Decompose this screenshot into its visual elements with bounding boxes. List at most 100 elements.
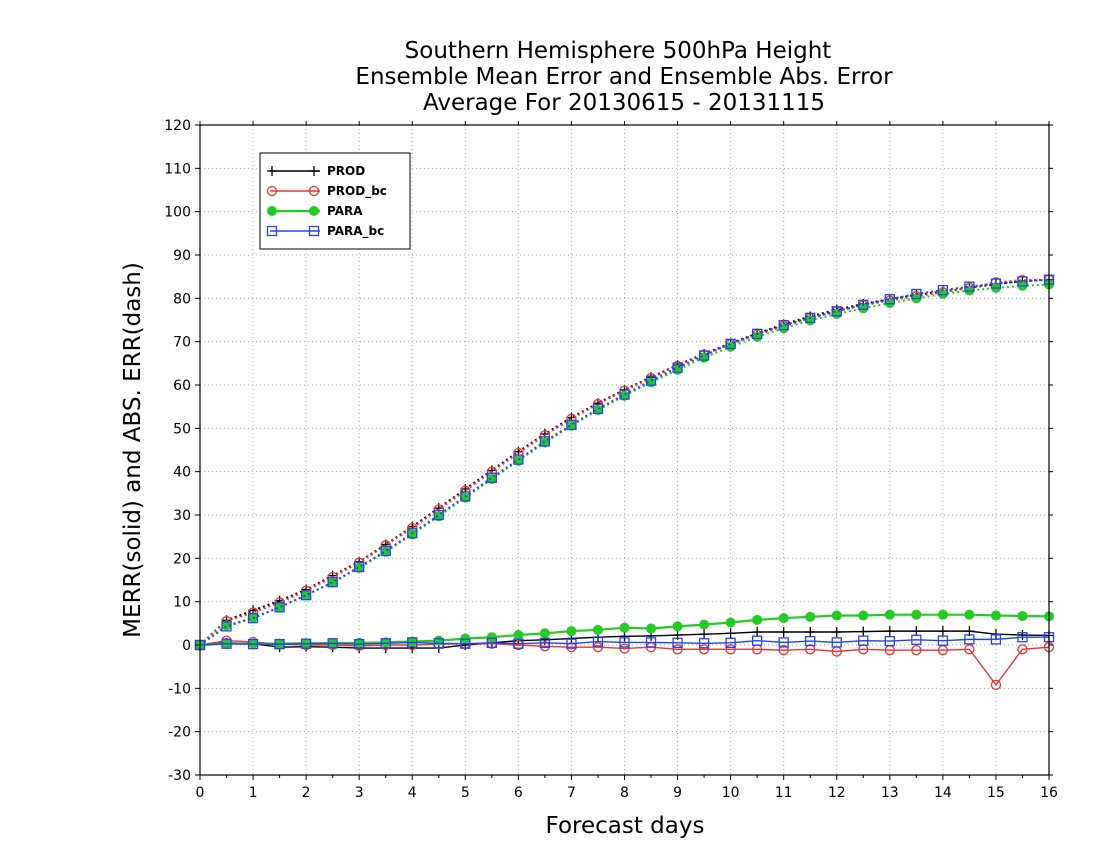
y-tick-label: 20 [173, 551, 191, 567]
series-para-bc-merr [194, 632, 1055, 651]
abs-err-point [858, 299, 869, 310]
merr-point [884, 626, 895, 637]
merr-point [752, 635, 763, 646]
merr-point [858, 610, 869, 621]
title-line-1: Southern Hemisphere 500hPa Height [405, 38, 832, 64]
merr-point [858, 626, 869, 637]
x-tick-label: 7 [567, 785, 576, 801]
abs-err-point [990, 278, 1002, 289]
merr-point [460, 638, 471, 649]
merr-point [778, 627, 789, 637]
merr-point [964, 634, 975, 645]
merr-point [937, 635, 949, 646]
merr-point [778, 637, 789, 648]
abs-err-line [199, 278, 1050, 646]
merr-point [699, 629, 710, 640]
merr-point [592, 636, 604, 647]
merr-point [566, 626, 577, 637]
y-tick-label: 70 [173, 335, 191, 351]
merr-line [199, 636, 1049, 646]
series-para-merr [195, 609, 1054, 650]
x-tick-label: 2 [302, 785, 311, 801]
abs-err-point [486, 472, 497, 483]
merr-point [433, 638, 444, 649]
merr-point [831, 610, 842, 621]
abs-err-point [327, 577, 338, 588]
merr-point [247, 638, 259, 650]
merr-point [911, 609, 922, 620]
x-tick-label: 6 [514, 785, 523, 801]
legend-marker-end [308, 225, 320, 237]
y-axis-label: MERR(solid) and ABS. ERR(dash) [120, 262, 146, 638]
merr-point [805, 611, 816, 622]
merr-point [699, 619, 710, 630]
abs-err-point [1017, 276, 1028, 287]
merr-point [725, 644, 736, 655]
legend-label: PROD [327, 164, 365, 178]
series-para-abs-err [195, 279, 1054, 650]
y-tick-label: -30 [168, 768, 191, 784]
x-tick-label: 10 [722, 785, 740, 801]
x-tick-label: 11 [775, 785, 793, 801]
merr-point [513, 638, 524, 649]
abs-err-point [964, 281, 975, 292]
abs-err-point [274, 602, 285, 613]
merr-point [619, 637, 630, 648]
abs-err-point [752, 328, 763, 340]
merr-point [990, 679, 1002, 691]
merr-point [990, 634, 1002, 645]
abs-err-point [592, 403, 604, 414]
title-line-2: Ensemble Mean Error and Ensemble Abs. Er… [355, 64, 893, 90]
abs-err-point [831, 306, 842, 317]
plot-series [194, 274, 1055, 691]
merr-point [858, 635, 869, 646]
x-tick-label: 0 [196, 785, 205, 801]
y-tick-label: 60 [173, 378, 191, 394]
y-tick-label: 110 [164, 161, 191, 177]
x-tick-label: 3 [355, 785, 364, 801]
merr-point [460, 633, 471, 644]
merr-point [964, 644, 975, 655]
y-tick-label: 50 [173, 421, 191, 437]
merr-point [778, 613, 789, 624]
merr-point [698, 644, 710, 655]
merr-point [274, 638, 285, 650]
x-tick-label: 13 [881, 785, 899, 801]
x-tick-label: 9 [673, 785, 682, 801]
merr-point [300, 638, 312, 649]
legend-item-para: PARA [267, 204, 363, 218]
abs-err-point [247, 612, 259, 624]
merr-point [884, 635, 895, 647]
merr-point [672, 637, 683, 648]
abs-err-point [645, 375, 657, 386]
legend-label: PARA [327, 204, 363, 218]
merr-point [831, 627, 842, 637]
merr-point [1017, 630, 1028, 641]
x-tick-label: 1 [249, 785, 258, 801]
y-tick-label: 100 [164, 205, 191, 221]
abs-err-point [725, 338, 736, 349]
merr-point [380, 638, 391, 649]
legend-marker-start [267, 206, 277, 216]
x-tick-label: 5 [461, 785, 470, 801]
legend-label: PROD_bc [327, 184, 387, 199]
abs-err-point [513, 454, 524, 465]
abs-err-point [672, 362, 683, 373]
x-tick-label: 16 [1040, 785, 1058, 801]
axis-ticks: 0 1 2 3 4 5 6 7 8 9 10 11 12 13 14 15 16-30-20-100102030… [164, 118, 1058, 801]
merr-point [592, 642, 604, 653]
merr-point [619, 643, 630, 654]
merr-point [486, 632, 497, 643]
merr-point [486, 637, 497, 648]
abs-err-point [407, 528, 418, 539]
legend: PROD PROD_bc PARA PARA_bc [259, 152, 411, 250]
merr-point [725, 637, 736, 648]
y-tick-label: 0 [182, 638, 191, 654]
merr-point [539, 637, 551, 648]
merr-point [884, 609, 895, 620]
merr-point [672, 621, 683, 632]
merr-point [592, 624, 603, 635]
merr-point [619, 622, 630, 633]
abs-err-point [911, 288, 922, 300]
merr-point [911, 634, 922, 645]
